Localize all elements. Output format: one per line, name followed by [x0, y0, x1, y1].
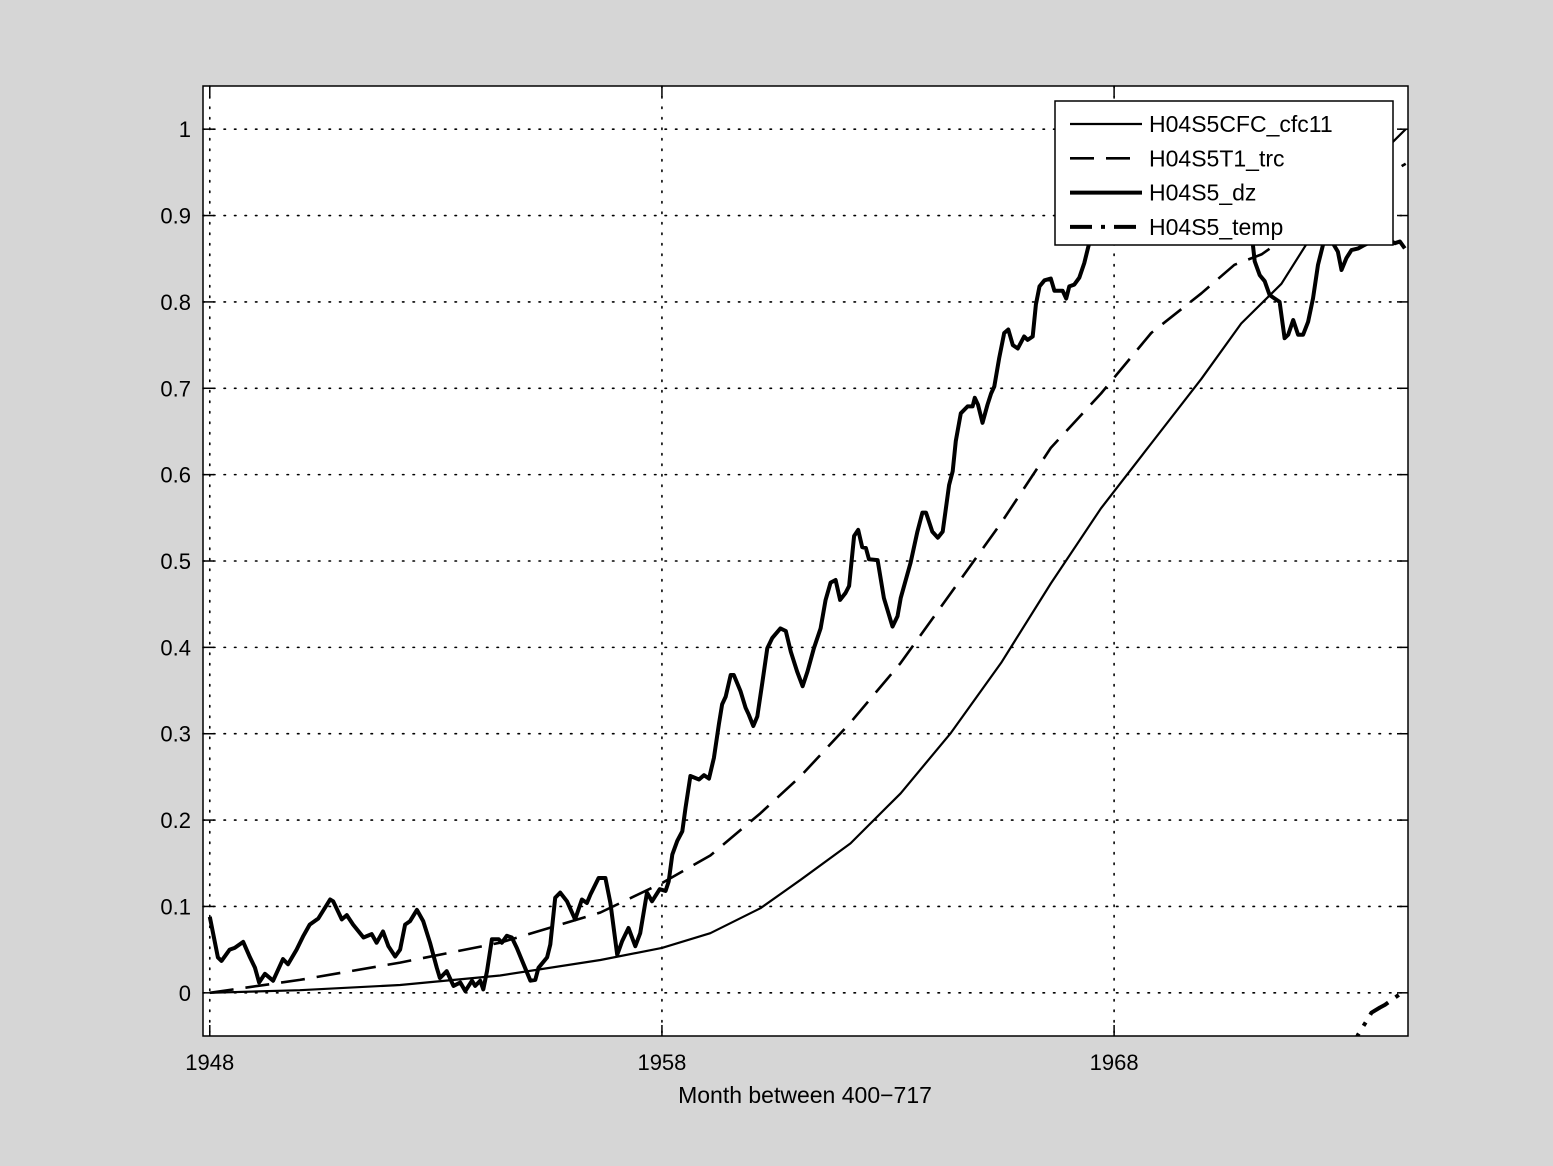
x-tick-label: 1948 — [185, 1050, 234, 1075]
x-axis-label: Month between 400−717 — [678, 1082, 932, 1108]
grid — [202, 85, 1409, 1037]
y-tick-label: 1 — [179, 117, 191, 142]
y-tick-label: 0.5 — [160, 549, 191, 574]
y-tick-label: 0 — [179, 981, 191, 1006]
legend-label-h04s5t1-trc: H04S5T1_trc — [1149, 145, 1285, 171]
legend[interactable]: H04S5CFC_cfc11 H04S5T1_trc H04S5_dz H04S5_t… — [1054, 100, 1394, 246]
legend-label-h04s5cfc-cfc11: H04S5CFC_cfc11 — [1149, 111, 1333, 137]
y-tick-label: 0.7 — [160, 376, 191, 401]
legend-label-h04s5-dz: H04S5_dz — [1149, 180, 1256, 206]
y-tick-label: 0.4 — [160, 635, 191, 660]
y-tick-label: 0.3 — [160, 722, 191, 747]
y-tick-label: 0.9 — [160, 204, 191, 229]
series-line-h04s5cfc-cfc11 — [209, 128, 1407, 994]
y-tick-label: 0.2 — [160, 808, 191, 833]
ticks: 0 0.1 0.2 0.3 0.4 0.5 0.6 0.7 0.8 0.9 1 1948 1958 196… — [160, 86, 1408, 1075]
x-tick-label: 1958 — [637, 1050, 686, 1075]
y-tick-label: 0.1 — [160, 894, 191, 919]
legend-label-h04s5-temp: H04S5_temp — [1149, 214, 1283, 240]
y-tick-label: 0.6 — [160, 463, 191, 488]
y-tick-label: 0.8 — [160, 290, 191, 315]
x-tick-label: 1968 — [1090, 1050, 1139, 1075]
series-line-h04s5-temp — [1355, 991, 1403, 1036]
